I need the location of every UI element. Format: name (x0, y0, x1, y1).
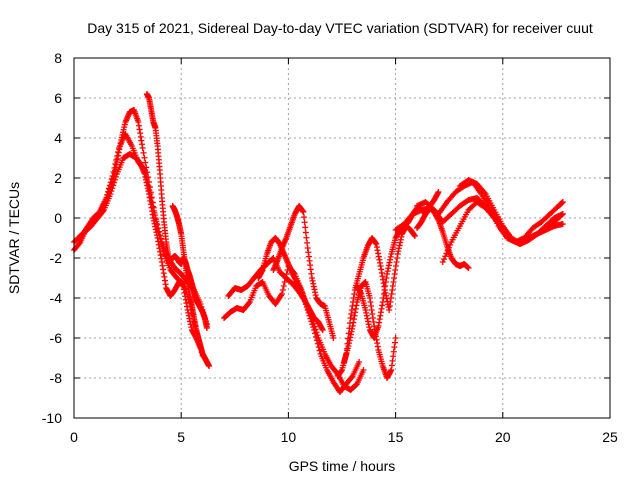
data-point-marker (315, 344, 322, 351)
data-point-marker (283, 271, 290, 277)
data-point-marker (245, 300, 252, 307)
data-point-marker (330, 335, 337, 341)
data-point-marker (140, 149, 147, 156)
data-point-marker (112, 173, 119, 180)
y-tick-label: 8 (54, 50, 62, 66)
data-point-marker (280, 283, 287, 289)
tick-labels: 0 5 10 15 20 25 -10 -8 -6 -4 -2 0 2 4 6 8 (42, 50, 618, 445)
data-point-marker (312, 330, 319, 337)
data-point-marker (559, 211, 566, 217)
y-tick-label: -8 (50, 370, 63, 386)
data-point-marker (108, 188, 115, 195)
data-point-marker (308, 318, 315, 325)
data-point-marker (442, 253, 449, 260)
y-tick-label: -4 (50, 290, 63, 306)
data-point-marker (439, 259, 446, 265)
data-point-marker (319, 327, 326, 333)
data-point-marker (311, 327, 318, 333)
data-point-marker (300, 209, 307, 215)
y-tick-label: -2 (50, 250, 63, 266)
data-point-marker (282, 275, 289, 281)
data-point-marker (559, 221, 566, 227)
y-tick-label: -10 (42, 410, 62, 426)
plot-frame (73, 57, 611, 419)
data-point-marker (309, 321, 316, 328)
data-point-marker (76, 240, 83, 247)
data-point-marker (356, 359, 363, 365)
data-point-marker (314, 340, 321, 347)
data-point-marker (281, 279, 288, 285)
x-tick-label: 20 (495, 429, 511, 445)
data-point-marker (440, 256, 447, 263)
data-point-marker (360, 367, 367, 373)
x-tick-label: 0 (70, 429, 78, 445)
data-point-marker (303, 234, 310, 241)
data-point-marker (100, 208, 107, 215)
data-point-marker (110, 182, 117, 189)
data-point-marker (279, 287, 286, 293)
x-axis-label: GPS time / hours (289, 458, 396, 474)
data-point-marker (142, 159, 149, 166)
data-point-marker (206, 363, 213, 369)
series-sat-i (270, 203, 337, 341)
y-tick-label: -6 (50, 330, 63, 346)
x-tick-label: 5 (177, 429, 185, 445)
x-tick-label: 15 (388, 429, 404, 445)
data-point-marker (203, 325, 210, 331)
grid-lines (74, 58, 610, 418)
data-point-marker (559, 199, 566, 205)
data-point-marker (141, 154, 148, 161)
y-tick-label: 6 (54, 90, 62, 106)
x-tick-label: 25 (602, 429, 618, 445)
series-sat-q (414, 205, 472, 271)
data-point-marker (465, 265, 472, 271)
data-point-marker (278, 291, 285, 297)
series-sat-p (456, 177, 566, 247)
data-point-marker (109, 185, 116, 192)
y-tick-label: 4 (54, 130, 62, 146)
data-point-marker (301, 214, 308, 221)
y-tick-label: 2 (54, 170, 62, 186)
data-point-marker (435, 189, 442, 195)
data-point-marker (111, 179, 118, 186)
series-sat-d (143, 91, 210, 331)
data-marks (71, 91, 566, 395)
data-point-marker (312, 333, 319, 340)
data-point-marker (313, 337, 320, 344)
data-point-marker (139, 145, 146, 151)
data-point-marker (310, 324, 317, 331)
x-tick-label: 10 (281, 429, 297, 445)
series-sat-e (169, 203, 213, 369)
data-point-marker (107, 191, 114, 197)
data-point-marker (112, 176, 119, 183)
data-point-marker (392, 335, 399, 341)
data-point-marker (304, 239, 311, 246)
data-point-marker (348, 374, 355, 381)
data-point-marker (301, 219, 308, 226)
data-point-marker (316, 347, 323, 354)
data-point-marker (411, 233, 418, 239)
chart-title: Day 315 of 2021, Sidereal Day-to-day VTE… (87, 20, 593, 36)
data-point-marker (302, 224, 309, 231)
y-tick-label: 0 (54, 210, 62, 226)
y-axis-label: SDTVAR / TECUs (6, 182, 22, 294)
series-sat-h (255, 235, 326, 333)
data-point-marker (302, 229, 309, 236)
